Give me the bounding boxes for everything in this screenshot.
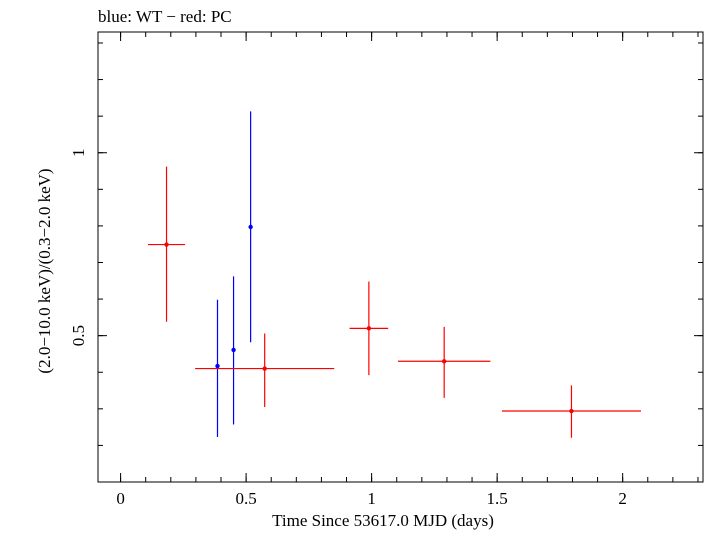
y-tick-label: 1 xyxy=(69,148,88,157)
y-tick-label: 0.5 xyxy=(69,325,88,346)
x-tick-label: 1 xyxy=(367,489,376,508)
ticks-layer: 0 0.5 1 1.5 2 0.5 1 xyxy=(69,32,703,508)
data-point xyxy=(231,347,236,353)
data-point xyxy=(366,326,372,331)
data-point xyxy=(441,359,447,364)
series-layer xyxy=(147,111,641,438)
plot-frame xyxy=(97,31,704,483)
data-point xyxy=(164,242,169,247)
x-tick-label: 0 xyxy=(116,489,125,508)
x-axis-label: Time Since 53617.0 MJD (days) xyxy=(272,511,494,530)
chart-title: blue: WT − red: PC xyxy=(98,7,232,26)
x-tick-label: 1.5 xyxy=(487,489,508,508)
data-point xyxy=(215,363,220,369)
y-axis-label: (2.0−10.0 keV)/(0.3−2.0 keV) xyxy=(35,168,54,373)
x-tick-label: 0.5 xyxy=(235,489,256,508)
data-point xyxy=(248,224,253,230)
data-point xyxy=(569,408,574,414)
x-tick-label: 2 xyxy=(618,489,627,508)
data-point xyxy=(262,366,267,371)
